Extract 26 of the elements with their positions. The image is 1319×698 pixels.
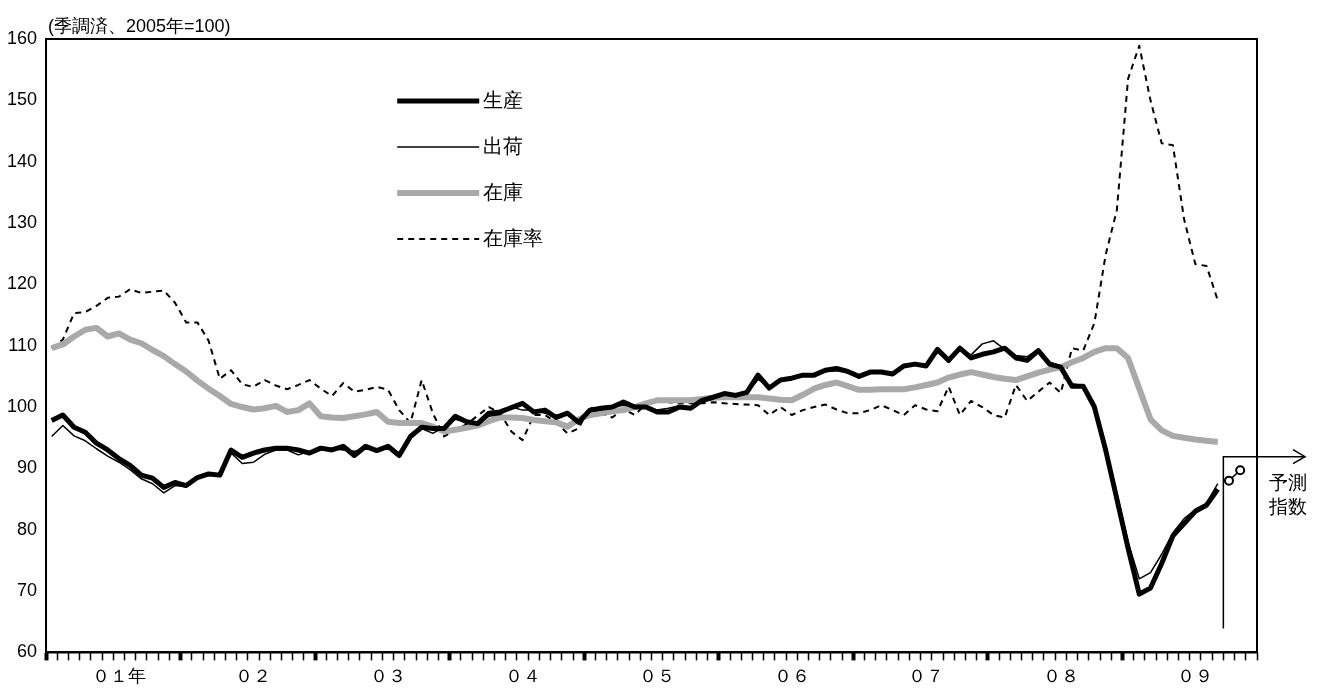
x-tick-label: ０２ xyxy=(235,666,272,687)
y-tick-label: 120 xyxy=(6,273,38,294)
legend-label: 在庫率 xyxy=(483,226,544,249)
y-tick-label: 130 xyxy=(6,211,38,232)
y-tick-label: 100 xyxy=(6,396,38,417)
y-tick-label: 110 xyxy=(8,334,38,355)
x-tick-label: ０４ xyxy=(504,666,541,687)
x-tick-label: ０１年 xyxy=(91,666,146,687)
y-tick-label: 150 xyxy=(6,89,38,110)
x-tick-label: ０７ xyxy=(908,666,945,687)
y-tick-label: 80 xyxy=(17,518,38,539)
x-tick-label: ０９ xyxy=(1177,666,1214,687)
y-tick-label: 160 xyxy=(6,27,38,48)
legend-label: 生産 xyxy=(483,88,524,111)
legend-label: 在庫 xyxy=(483,180,524,203)
x-tick-label: ０３ xyxy=(370,666,407,687)
y-tick-label: 90 xyxy=(17,457,38,478)
y-axis-title: (季調済、2005年=100) xyxy=(48,15,231,36)
x-tick-label: ０６ xyxy=(773,666,810,687)
legend-label: 出荷 xyxy=(483,134,524,157)
text: 予測指数 xyxy=(1269,470,1308,519)
y-tick-label: 140 xyxy=(6,150,38,171)
y-tick-label: 70 xyxy=(17,580,38,601)
y-tick-label: 60 xyxy=(17,641,38,662)
x-tick-label: ０８ xyxy=(1042,666,1079,687)
x-tick-label: ０５ xyxy=(639,666,676,687)
